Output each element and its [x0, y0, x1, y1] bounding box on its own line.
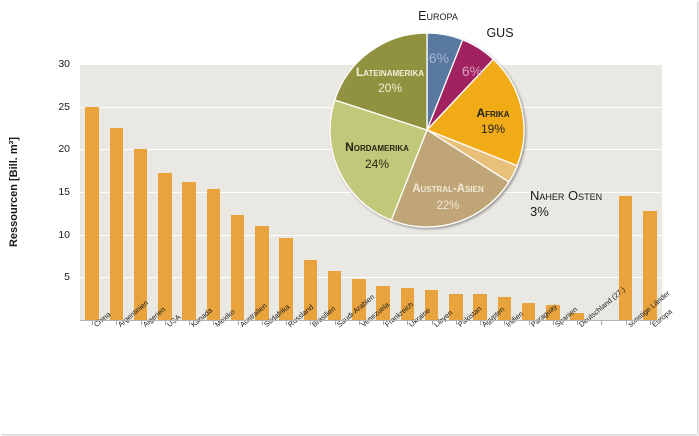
svg-text:Austral-Asien: Austral-Asien — [412, 183, 484, 195]
svg-text:3%: 3% — [530, 204, 549, 219]
svg-text:Europa: Europa — [418, 9, 458, 23]
svg-text:24%: 24% — [365, 157, 389, 171]
svg-text:Lateinamerika: Lateinamerika — [356, 65, 424, 79]
svg-text:20%: 20% — [378, 81, 402, 95]
svg-text:Naher Osten: Naher Osten — [530, 188, 602, 203]
svg-text:Afrika: Afrika — [476, 106, 509, 120]
svg-text:6%: 6% — [462, 63, 482, 79]
svg-text:22%: 22% — [436, 200, 459, 212]
svg-text:Nordamerika: Nordamerika — [345, 140, 409, 154]
svg-text:6%: 6% — [429, 50, 449, 66]
svg-text:GUS: GUS — [486, 26, 513, 40]
svg-text:19%: 19% — [481, 122, 505, 136]
